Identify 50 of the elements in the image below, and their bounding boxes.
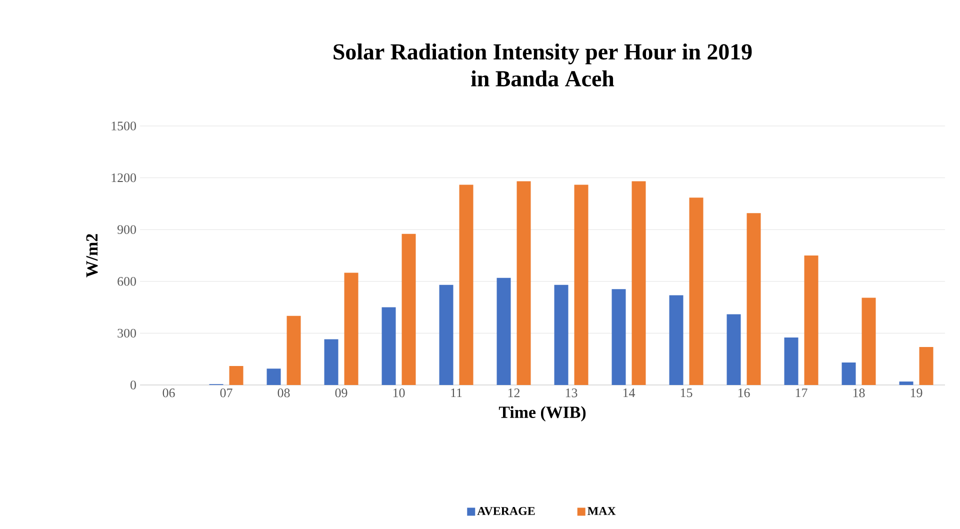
x-tick-label: 19	[910, 388, 922, 398]
y-axis-title: W/m2	[86, 234, 98, 278]
chart-title: Solar Radiation Intensity per Hour in 2019 in Banda Aceh	[334, 43, 752, 86]
bar	[516, 181, 531, 385]
bar	[689, 198, 704, 385]
bar	[324, 339, 338, 385]
x-tick-label: 14	[623, 388, 636, 398]
x-tick-label: 08	[278, 388, 290, 398]
bar	[574, 184, 588, 385]
bar	[669, 295, 684, 385]
bar	[726, 314, 741, 385]
x-tick-label: 16	[738, 388, 750, 398]
x-tick-label: 13	[566, 388, 578, 398]
y-tick-label: 0	[130, 380, 136, 390]
x-axis-title: Time (WIB)	[498, 406, 586, 422]
bar	[842, 362, 856, 385]
bar	[402, 234, 416, 385]
x-tick-label: 07	[220, 388, 232, 398]
bar	[229, 366, 244, 385]
bar	[919, 347, 934, 385]
x-tick-label: 12	[508, 388, 520, 398]
bar	[382, 307, 396, 385]
bar	[899, 382, 914, 385]
y-tick-label: 1200	[112, 173, 136, 182]
bar	[554, 284, 568, 385]
bar	[862, 298, 876, 385]
x-tick-label: 11	[451, 388, 462, 398]
x-tick-label: 10	[393, 388, 405, 398]
bar	[612, 289, 626, 385]
x-tick-label: 15	[680, 388, 692, 398]
bar	[459, 184, 474, 385]
x-tick-label: 06	[162, 388, 175, 398]
bar	[746, 213, 761, 385]
y-tick-label: 1500	[112, 122, 136, 130]
legend-label: AVERAGE	[477, 507, 535, 516]
bar	[344, 272, 358, 385]
bar	[632, 181, 646, 385]
y-tick-label: 300	[118, 328, 136, 338]
x-tick-label: 09	[335, 388, 348, 398]
bar	[496, 278, 511, 385]
bar	[266, 368, 281, 385]
y-tick-label: 600	[118, 277, 136, 286]
legend-label: MAX	[588, 507, 616, 515]
x-tick-label: 17	[796, 388, 808, 398]
bar	[286, 316, 301, 385]
bar	[804, 255, 818, 385]
bar	[784, 338, 798, 385]
y-tick-label: 900	[117, 225, 136, 234]
x-tick-label: 18	[853, 388, 865, 398]
bar	[439, 284, 454, 385]
